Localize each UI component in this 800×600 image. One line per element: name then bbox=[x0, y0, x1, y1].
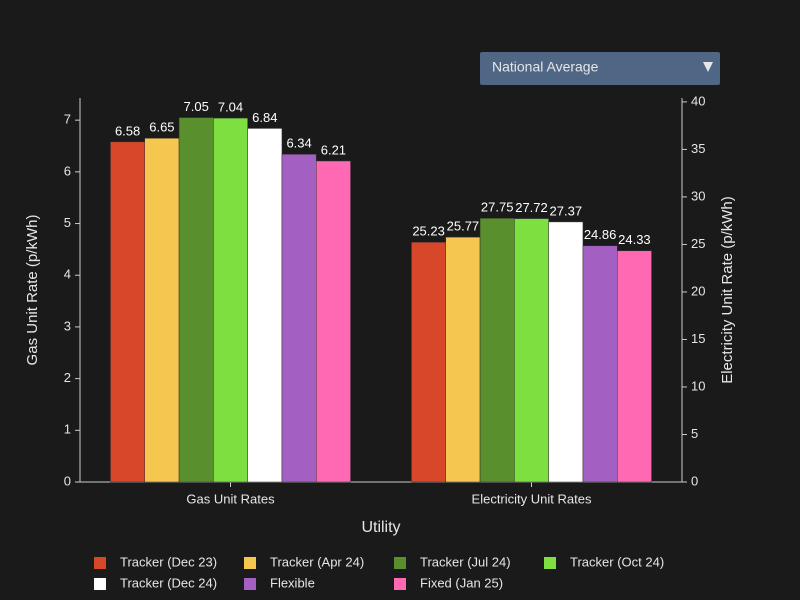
legend-label: Tracker (Jul 24) bbox=[420, 554, 511, 569]
legend-label: Flexible bbox=[270, 575, 315, 590]
legend-label: Tracker (Dec 23) bbox=[120, 554, 217, 569]
value-label: 6.58 bbox=[115, 123, 140, 138]
legend-label: Tracker (Oct 24) bbox=[570, 554, 664, 569]
dropdown-arrow[interactable] bbox=[703, 62, 713, 72]
bar bbox=[178, 117, 214, 483]
y-tick-label: 6 bbox=[64, 163, 71, 178]
value-label: 6.34 bbox=[286, 136, 311, 151]
bar bbox=[514, 218, 549, 483]
legend-label: Tracker (Dec 24) bbox=[120, 575, 217, 590]
y2-tick-label: 35 bbox=[691, 141, 705, 156]
y-tick-label: 0 bbox=[64, 473, 71, 488]
dropdown-label[interactable]: National Average bbox=[492, 59, 599, 75]
y-axis-title: Gas Unit Rate (p/kWh) bbox=[24, 215, 41, 366]
value-label: 24.86 bbox=[584, 227, 617, 242]
y2-tick-label: 10 bbox=[691, 378, 705, 393]
value-label: 7.04 bbox=[218, 100, 243, 115]
value-label: 6.65 bbox=[149, 120, 174, 135]
legend-swatch bbox=[94, 557, 106, 569]
legend-swatch bbox=[544, 557, 556, 569]
x-tick-label: Gas Unit Rates bbox=[186, 491, 275, 506]
legend-swatch bbox=[244, 578, 256, 590]
y-tick-label: 1 bbox=[64, 422, 71, 437]
bar bbox=[144, 138, 180, 483]
dropdown-box[interactable] bbox=[480, 52, 720, 85]
bar bbox=[247, 128, 283, 483]
bar bbox=[479, 218, 515, 483]
x-tick-label: Electricity Unit Rates bbox=[472, 491, 592, 506]
value-label: 25.23 bbox=[412, 224, 445, 239]
y2-tick-label: 40 bbox=[691, 93, 705, 108]
value-label: 24.33 bbox=[618, 232, 651, 247]
legend-swatch bbox=[94, 578, 106, 590]
value-label: 27.37 bbox=[550, 203, 583, 218]
value-label: 25.77 bbox=[447, 219, 480, 234]
value-label: 27.75 bbox=[481, 200, 514, 215]
bar bbox=[411, 242, 447, 483]
bar bbox=[582, 245, 618, 483]
bar bbox=[548, 221, 584, 483]
y-tick-label: 3 bbox=[64, 318, 71, 333]
y2-tick-label: 25 bbox=[691, 236, 705, 251]
value-label: 27.72 bbox=[515, 200, 548, 215]
legend-swatch bbox=[394, 557, 406, 569]
legend-swatch bbox=[244, 557, 256, 569]
value-label: 7.05 bbox=[184, 99, 209, 114]
bar bbox=[316, 160, 351, 483]
bar bbox=[281, 154, 317, 483]
y-tick-label: 7 bbox=[64, 112, 71, 127]
legend-swatch bbox=[394, 578, 406, 590]
bar bbox=[213, 117, 248, 483]
y-tick-label: 2 bbox=[64, 370, 71, 385]
bar bbox=[110, 141, 145, 483]
region-dropdown[interactable]: National Average bbox=[480, 52, 720, 85]
y2-tick-label: 20 bbox=[691, 283, 705, 298]
y2-tick-label: 5 bbox=[691, 426, 698, 441]
y2-tick-label: 15 bbox=[691, 331, 705, 346]
y2-axis-title: Electricity Unit Rate (p/kWh) bbox=[719, 196, 736, 384]
y-tick-label: 5 bbox=[64, 215, 71, 230]
bar bbox=[445, 236, 481, 483]
value-label: 6.84 bbox=[252, 110, 277, 125]
y2-tick-label: 30 bbox=[691, 188, 705, 203]
legend-label: Fixed (Jan 25) bbox=[420, 575, 503, 590]
legend-label: Tracker (Apr 24) bbox=[270, 554, 364, 569]
value-label: 6.21 bbox=[321, 142, 346, 157]
y2-tick-label: 0 bbox=[691, 473, 698, 488]
x-axis-title: Utility bbox=[361, 519, 400, 536]
bar bbox=[617, 250, 652, 483]
y-tick-label: 4 bbox=[64, 267, 71, 282]
